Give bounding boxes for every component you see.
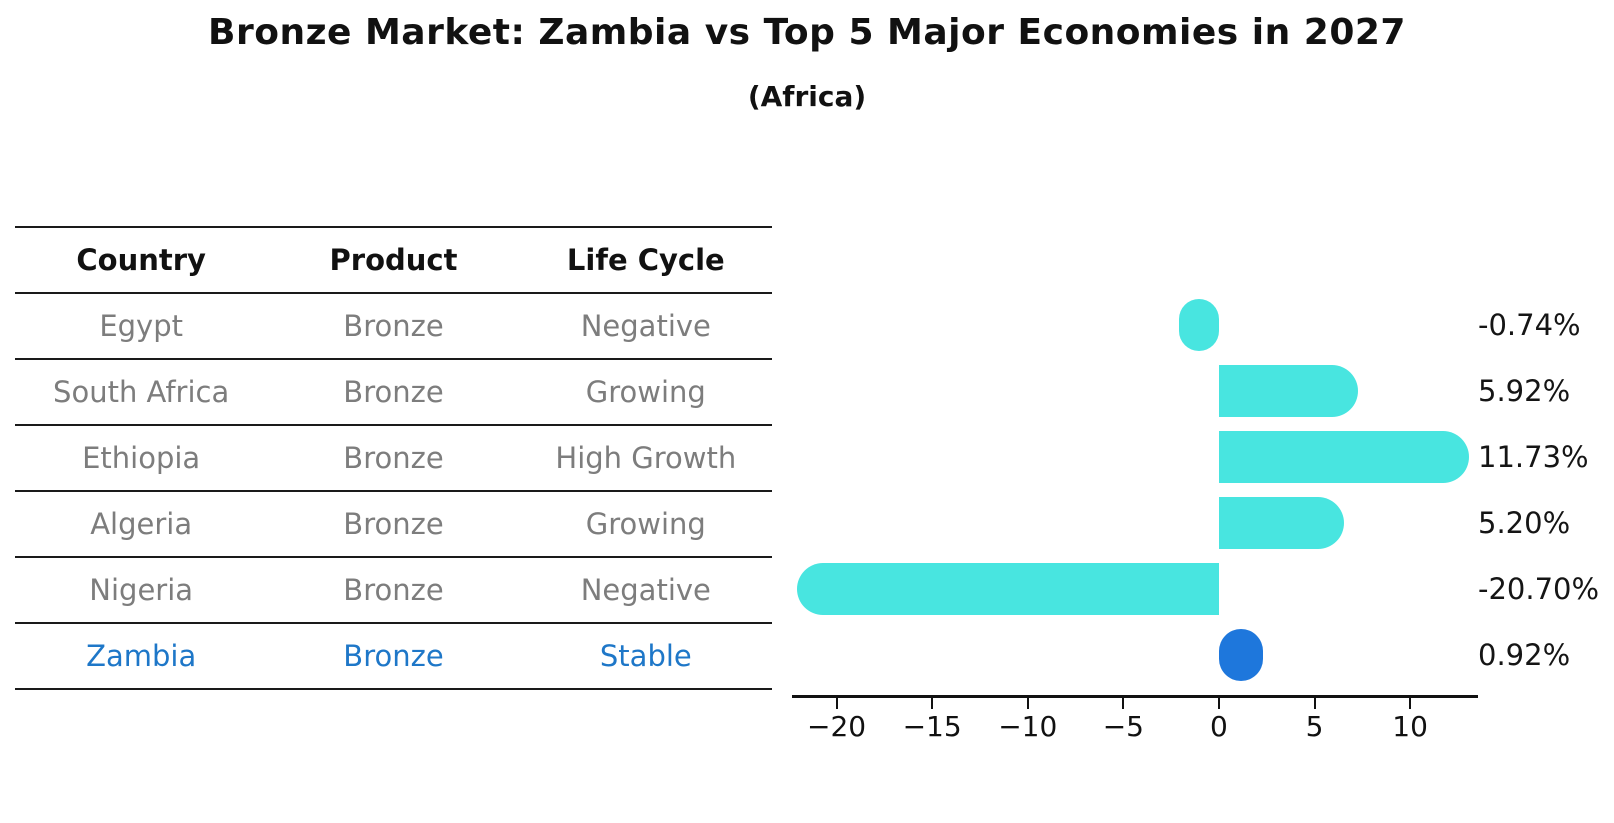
table-cell-product: Bronze (267, 360, 520, 426)
table-header-country: Country (15, 228, 268, 294)
bar-value-label: -0.74% (1478, 308, 1581, 342)
table-header-life-cycle: Life Cycle (519, 228, 772, 294)
x-axis-tick (1026, 698, 1029, 709)
table-cell-product: Bronze (267, 426, 520, 492)
table-cell-country: Nigeria (15, 558, 268, 624)
bar-value-label: 0.92% (1478, 638, 1571, 672)
bar-nigeria (797, 563, 1219, 615)
x-axis-tick-label: −15 (902, 710, 962, 743)
chart-title: Bronze Market: Zambia vs Top 5 Major Eco… (208, 12, 1406, 53)
bar-value-label: 11.73% (1478, 440, 1589, 474)
bar-egypt (1178, 299, 1219, 351)
x-axis-tick-label: −20 (807, 710, 867, 743)
table-header-product: Product (267, 228, 520, 294)
x-axis-line (792, 695, 1478, 698)
table-cell-life-cycle: High Growth (519, 426, 772, 492)
table-cell-product: Bronze (267, 294, 520, 360)
table-cell-country: South Africa (15, 360, 268, 426)
x-axis-tick-label: 10 (1392, 710, 1428, 743)
table-cell-country: Egypt (15, 294, 268, 360)
x-axis-tick (931, 698, 934, 709)
bar-algeria (1218, 497, 1345, 549)
bar-zambia (1218, 629, 1263, 681)
bar-value-label: 5.20% (1478, 506, 1571, 540)
x-axis-tick (1409, 698, 1412, 709)
x-axis-tick (835, 698, 838, 709)
x-axis-tick (1217, 698, 1220, 709)
chart-subtitle: (Africa) (747, 80, 867, 113)
x-axis-tick-label: −10 (998, 710, 1058, 743)
x-axis-tick (1313, 698, 1316, 709)
bar-ethiopia (1218, 431, 1470, 483)
table-cell-country: Zambia (15, 624, 268, 690)
bar-south-africa (1218, 365, 1359, 417)
table-cell-product: Bronze (267, 558, 520, 624)
table-cell-life-cycle: Growing (519, 360, 772, 426)
table-cell-product: Bronze (267, 492, 520, 558)
table-cell-life-cycle: Negative (519, 558, 772, 624)
table-cell-country: Algeria (15, 492, 268, 558)
x-axis-tick-label: 0 (1210, 710, 1228, 743)
country-table: Country Product Life Cycle Egypt Bronze … (15, 226, 772, 690)
bar-value-label: -20.70% (1478, 572, 1600, 606)
bar-value-label: 5.92% (1478, 374, 1571, 408)
table-cell-life-cycle: Stable (519, 624, 772, 690)
x-axis-tick (1122, 698, 1125, 709)
x-axis-tick-label: −5 (1102, 710, 1144, 743)
x-axis-tick-label: 5 (1305, 710, 1324, 743)
table-cell-product: Bronze (267, 624, 520, 690)
table-cell-country: Ethiopia (15, 426, 268, 492)
table-cell-life-cycle: Negative (519, 294, 772, 360)
table-cell-life-cycle: Growing (519, 492, 772, 558)
